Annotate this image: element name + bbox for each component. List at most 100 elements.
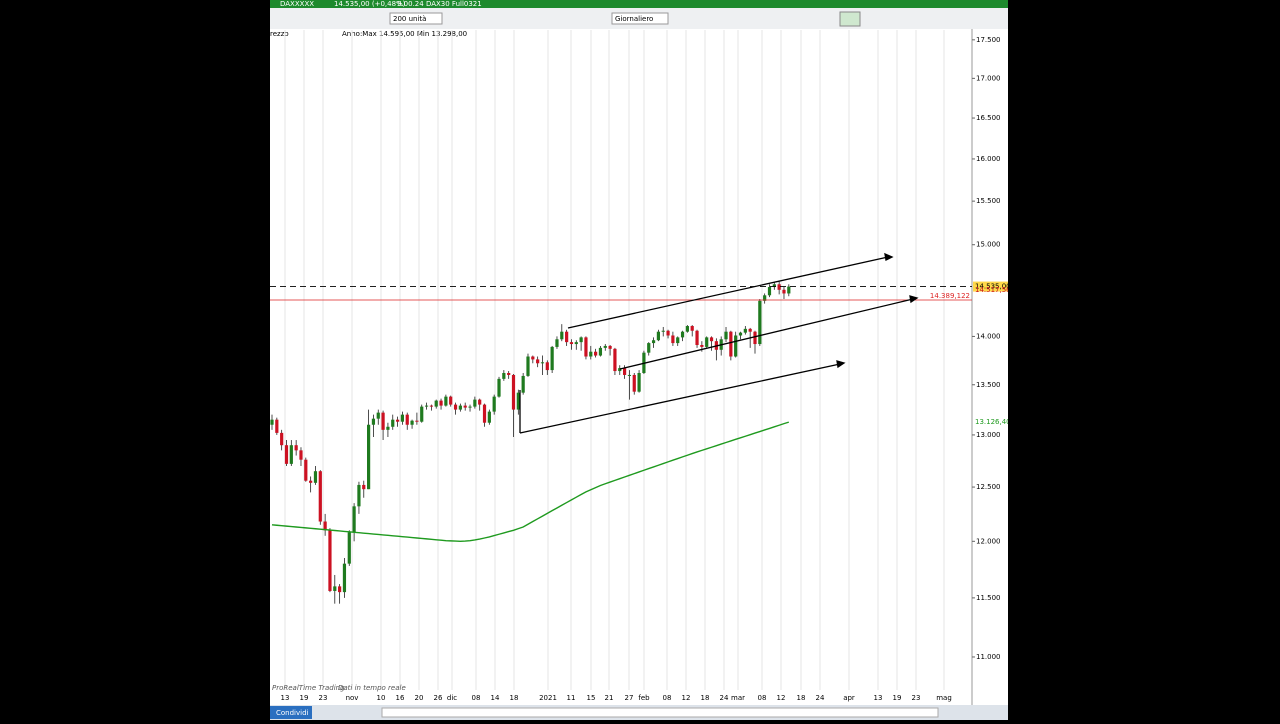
x-tick-label: 11 (567, 694, 576, 702)
x-tick-label: 15 (587, 694, 596, 702)
candle-body (550, 346, 554, 371)
candle-body (453, 404, 458, 410)
candle-body (632, 374, 636, 392)
candle-body (569, 342, 574, 345)
feed: 9.00.24 DAX30 Full0321 (397, 0, 482, 8)
x-tick-label: 18 (510, 694, 519, 702)
x-tick-label: 16 (396, 694, 405, 702)
y-tick-label: 13.000 (976, 431, 1001, 439)
x-tick-label: 19 (300, 694, 309, 702)
candle-body (347, 532, 351, 564)
trend-lines (519, 252, 919, 434)
y-tick-label: 16.500 (976, 114, 1001, 122)
candle-body (531, 356, 535, 360)
candle-body (637, 373, 641, 392)
y-tick-label: 11.500 (976, 594, 1001, 602)
candle-body (328, 530, 332, 591)
candle-body (449, 396, 453, 405)
candle-body (574, 342, 578, 345)
x-tick-label: 20 (415, 694, 424, 702)
candle-body (724, 331, 728, 340)
candle-body (362, 484, 366, 490)
tool-button[interactable] (839, 11, 861, 27)
candle-body (656, 331, 660, 341)
candle-body (521, 375, 525, 393)
candle-body (463, 405, 467, 408)
candle-body (685, 326, 689, 332)
candle-body (376, 412, 380, 419)
candle-body (627, 374, 632, 376)
x-tick-label: nov (346, 694, 359, 702)
candle-body (381, 412, 385, 430)
candle-body (613, 348, 617, 372)
candle-body (420, 406, 424, 422)
x-tick-label: 08 (663, 694, 672, 702)
realtime-note: Dati in tempo reale (338, 684, 406, 692)
candle-body (743, 328, 747, 333)
candle-body (540, 362, 545, 364)
share-label: Condividi (276, 709, 309, 717)
units: 200 unità (393, 15, 426, 23)
x-tick-label: 12 (682, 694, 691, 702)
x-tick-label: 08 (472, 694, 481, 702)
candle-body (560, 331, 564, 340)
x-tick-label: 23 (319, 694, 328, 702)
candle-body (487, 411, 491, 423)
candle-body (622, 368, 627, 375)
candle-body (526, 356, 530, 376)
price-level-label: 14.517,56 (975, 286, 1008, 294)
candle-body (386, 426, 390, 430)
candle-body (666, 330, 670, 336)
x-tick-label: 14 (491, 694, 500, 702)
candle-body (395, 419, 400, 422)
x-tick-label: dic (447, 694, 457, 702)
x-tick-label: 13 (281, 694, 290, 702)
candle-body (700, 345, 704, 347)
candle-body (676, 337, 680, 344)
moving-average (271, 421, 790, 543)
candle-body (391, 419, 395, 427)
y-tick-label: 15.000 (976, 241, 1001, 249)
candle-body (536, 359, 540, 364)
candle-body (478, 399, 482, 405)
candle-body (458, 405, 462, 410)
candle-body (763, 295, 767, 301)
candle-body (709, 337, 714, 342)
candle-body (758, 300, 762, 345)
x-tick-label: 27 (625, 694, 634, 702)
candle-body (618, 368, 622, 372)
candle-body (598, 347, 603, 356)
candle-body (502, 373, 506, 379)
candle-body (579, 337, 583, 343)
units-select[interactable] (389, 12, 443, 25)
x-tick-label: apr (843, 694, 855, 702)
candle-body (661, 330, 665, 332)
candle-body (680, 331, 685, 338)
x-tick-label: 2021 (539, 694, 557, 702)
candle-body (589, 351, 593, 357)
candle-body (424, 405, 429, 407)
x-tick-label: mag (936, 694, 952, 702)
candle-body (511, 374, 516, 410)
y-tick-label: 11.000 (976, 653, 1001, 661)
candle-body (434, 400, 438, 407)
candle-body (497, 378, 501, 397)
x-tick-label: 08 (758, 694, 767, 702)
candle-body (492, 396, 496, 412)
x-tick-label: 21 (605, 694, 614, 702)
x-tick-label: 12 (777, 694, 786, 702)
candle-body (651, 340, 656, 344)
year-range: Anno:Max 14.595,00 Min 13.298,00 (342, 30, 467, 38)
candle-body (410, 420, 414, 425)
candle-body (748, 328, 752, 332)
candle-body (280, 432, 284, 446)
scrollbar[interactable] (381, 707, 939, 718)
y-tick-label: 17.500 (976, 36, 1001, 44)
share-button[interactable] (270, 706, 312, 719)
candle-body (647, 343, 651, 353)
period-select[interactable] (611, 12, 669, 25)
y-tick-label: 15.500 (976, 197, 1001, 205)
candle-body (275, 419, 279, 433)
chart: DAXXXXX 14.535,00 (+0,48%) 9.00.24 DAX30… (270, 0, 1011, 720)
candle-body (294, 445, 298, 451)
